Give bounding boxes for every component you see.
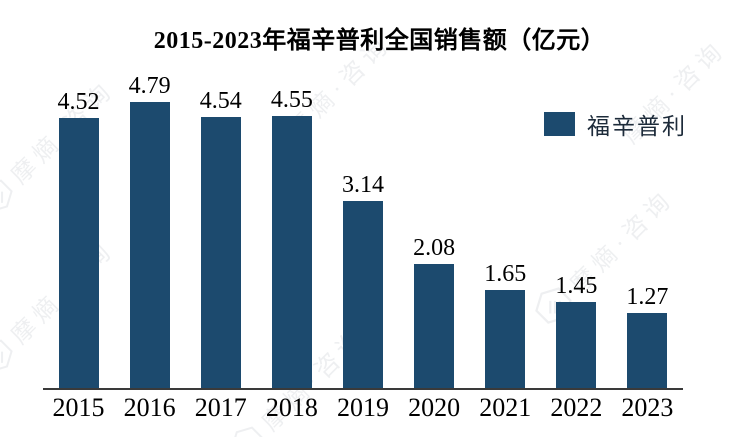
x-axis-label: 2016 — [123, 393, 176, 422]
x-axis-label: 2023 — [621, 393, 674, 422]
bar — [342, 201, 383, 389]
bar — [414, 264, 455, 389]
x-axis-label: 2022 — [550, 393, 603, 422]
bar-group: 1.65 — [470, 262, 541, 389]
bar-value-label: 4.54 — [199, 88, 242, 114]
legend: 福辛普利 — [544, 107, 687, 141]
bar-group: 4.55 — [256, 88, 327, 389]
bar-group: 4.79 — [114, 74, 185, 389]
x-axis-labels: 2015 2016 2017 2018 2019 2020 2021 2022 2023 — [43, 393, 683, 423]
bar-value-label: 4.52 — [57, 89, 100, 115]
bar — [627, 313, 668, 389]
x-axis-label: 2018 — [265, 393, 318, 422]
bar-group: 1.27 — [612, 285, 683, 389]
bar-value-label: 1.27 — [626, 284, 669, 310]
bar-value-label: 1.45 — [555, 273, 598, 299]
bar-group: 3.14 — [327, 173, 398, 389]
bar — [556, 302, 597, 389]
bar-value-label: 4.79 — [128, 73, 171, 99]
x-axis-line — [43, 388, 683, 390]
hexagon-logo-icon — [0, 339, 13, 372]
legend-label: 福辛普利 — [587, 114, 687, 139]
plot-area: 4.52 4.79 4.54 4.55 3.14 2.08 1.65 1.45 1.27 — [43, 44, 683, 389]
bar-group: 4.54 — [185, 89, 256, 389]
bar — [58, 118, 99, 389]
bar-group: 1.45 — [541, 274, 612, 389]
bar — [271, 116, 312, 389]
bar — [200, 117, 241, 389]
x-axis-label: 2017 — [194, 393, 247, 422]
x-axis-label: 2020 — [408, 393, 461, 422]
x-axis-label: 2019 — [336, 393, 389, 422]
legend-swatch — [544, 112, 575, 136]
x-axis-label: 2021 — [479, 393, 532, 422]
bar — [485, 290, 526, 389]
bar-value-label: 1.65 — [484, 261, 527, 287]
bar-value-label: 4.55 — [270, 87, 313, 113]
bar — [129, 102, 170, 389]
bar-group: 4.52 — [43, 90, 114, 389]
bar-value-label: 2.08 — [413, 235, 456, 261]
hexagon-logo-icon — [0, 179, 13, 212]
x-axis-label: 2015 — [52, 393, 105, 422]
chart-title: 2015-2023年福辛普利全国销售额（亿元） — [153, 28, 606, 54]
bar-group: 2.08 — [399, 236, 470, 389]
bar-value-label: 3.14 — [341, 172, 384, 198]
